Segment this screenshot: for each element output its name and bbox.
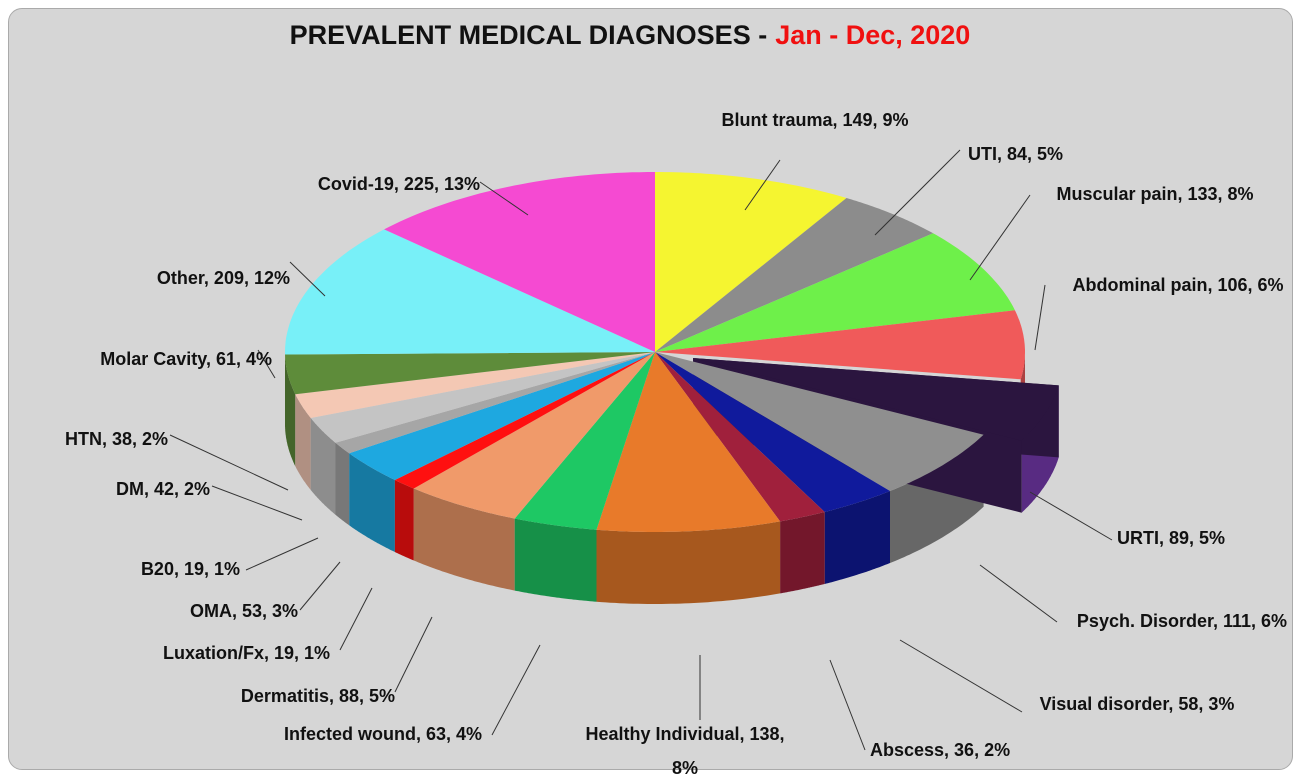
- slice: [514, 352, 655, 530]
- chart-title: PREVALENT MEDICAL DIAGNOSES - Jan - Dec, …: [0, 20, 1260, 51]
- data-label: Abdominal pain, 106, 6%: [1072, 275, 1284, 295]
- slice: [693, 358, 1059, 441]
- leader-line: [257, 349, 276, 379]
- leader-line: [874, 149, 961, 236]
- slice-side: [310, 418, 336, 515]
- leader-line: [744, 159, 781, 211]
- title-period: Jan - Dec, 2020: [775, 20, 971, 50]
- data-label: UTI, 84, 5%: [968, 144, 1064, 164]
- leader-line: [829, 659, 866, 751]
- data-label: Other, 209, 12%: [156, 268, 290, 288]
- leader-line: [1034, 284, 1046, 351]
- slice: [655, 310, 1025, 380]
- data-label: Blunt trauma, 149, 9%: [721, 110, 909, 130]
- data-label: Luxation/Fx, 19, 1%: [162, 643, 330, 663]
- leader-line: [979, 564, 1058, 623]
- slice-side: [394, 480, 414, 561]
- leader-line: [479, 181, 529, 216]
- leader-line: [211, 485, 303, 521]
- leader-line: [339, 587, 373, 651]
- leader-line: [299, 561, 341, 611]
- data-label: HTN, 38, 2%: [64, 429, 168, 449]
- leader-line: [899, 639, 1023, 713]
- slice: [655, 198, 934, 352]
- slice: [384, 172, 655, 352]
- data-label: Muscular pain, 133, 8%: [1056, 184, 1254, 204]
- slice-side: [349, 453, 395, 552]
- leader-line: [169, 434, 289, 491]
- data-label: Infected wound, 63, 4%: [283, 724, 482, 744]
- slice: [655, 352, 825, 522]
- slice: [394, 352, 655, 489]
- slice: [349, 352, 655, 480]
- leader-line: [394, 616, 433, 693]
- slice-side: [335, 442, 350, 526]
- slice: [285, 352, 655, 395]
- data-label: URTI, 89, 5%: [1117, 528, 1226, 548]
- slice: [335, 352, 655, 454]
- slice-side: [295, 394, 311, 490]
- slice: [655, 352, 890, 512]
- data-label: DM, 42, 2%: [115, 479, 210, 499]
- slice: [310, 352, 655, 443]
- slice: [413, 352, 655, 519]
- slice: [655, 352, 984, 491]
- slice: [596, 352, 781, 532]
- leader-line: [1029, 491, 1113, 541]
- data-label: B20, 19, 1%: [140, 559, 240, 579]
- data-label: Covid-19, 225, 13%: [317, 174, 480, 194]
- slice-side: [824, 491, 890, 584]
- leader-line: [289, 261, 326, 297]
- slice: [655, 172, 847, 352]
- slice-side: [514, 518, 597, 602]
- data-label: Molar Cavity, 61, 4%: [100, 349, 272, 369]
- data-label: Abscess, 36, 2%: [870, 740, 1011, 760]
- data-label: Visual disorder, 58, 3%: [1039, 694, 1235, 714]
- slice-side: [596, 521, 781, 604]
- data-label: Healthy Individual, 138, 8%: [585, 724, 785, 776]
- slice-side: [413, 488, 515, 591]
- slice: [285, 229, 655, 355]
- slice: [655, 233, 1015, 352]
- title-text: PREVALENT MEDICAL DIAGNOSES -: [289, 20, 768, 50]
- data-label: Psych. Disorder, 111, 6%: [1076, 611, 1288, 631]
- leader-line: [245, 537, 319, 571]
- leader-line: [491, 644, 541, 736]
- slice-side: [285, 354, 296, 467]
- data-label: OMA, 53, 3%: [189, 601, 298, 621]
- slice: [295, 352, 655, 418]
- data-label: Dermatitis, 88, 5%: [240, 686, 395, 706]
- leader-line: [969, 194, 1031, 281]
- slice-side: [780, 512, 825, 594]
